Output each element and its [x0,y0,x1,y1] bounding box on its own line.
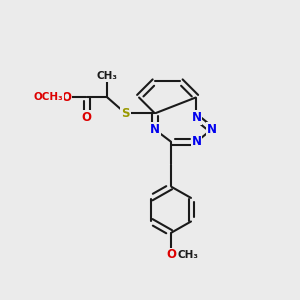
Text: N: N [206,123,217,136]
Text: O: O [61,91,71,104]
Text: OCH₃: OCH₃ [33,92,63,102]
Text: O: O [166,248,176,262]
Text: CH₃: CH₃ [178,250,199,260]
Text: N: N [150,123,160,136]
Text: CH₃: CH₃ [97,71,118,81]
Text: O: O [82,111,92,124]
Text: S: S [121,107,130,120]
Text: N: N [191,111,202,124]
Text: N: N [191,135,202,148]
